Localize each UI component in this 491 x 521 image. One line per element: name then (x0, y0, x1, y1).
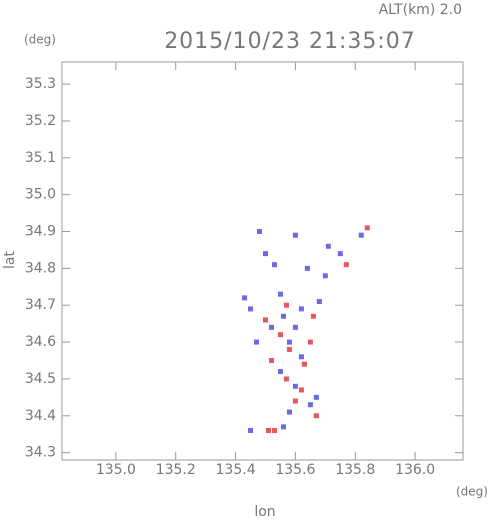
data-pixel (277, 332, 283, 338)
x-tick-label: 135.4 (216, 462, 256, 478)
data-pixel (283, 376, 289, 382)
data-pixel (254, 339, 260, 345)
data-pixel (292, 398, 298, 404)
data-pixel (364, 225, 370, 231)
data-pixel (265, 428, 271, 434)
data-pixel (268, 324, 274, 330)
data-pixel (358, 232, 364, 238)
y-tick-label: 35.1 (25, 150, 56, 166)
y-tick-label: 34.9 (25, 224, 56, 240)
data-pixel (248, 428, 254, 434)
y-tick-label: 35.0 (25, 187, 56, 203)
data-pixel (337, 251, 343, 257)
data-pixel (298, 387, 304, 393)
data-pixel (292, 383, 298, 389)
x-tick-label: 135.0 (96, 462, 136, 478)
y-tick-label: 35.3 (25, 76, 56, 92)
data-pixel (286, 339, 292, 345)
y-tick-label: 34.7 (25, 297, 56, 313)
data-pixel (298, 306, 304, 312)
data-pixel (313, 394, 319, 400)
data-pixel (292, 232, 298, 238)
data-pixel (343, 262, 349, 268)
data-pixel (257, 229, 263, 235)
data-pixel (322, 273, 328, 279)
chart-subtitle: ALT(km) 2.0 (379, 2, 462, 18)
data-pixel (242, 295, 248, 301)
x-tick-label: 135.2 (156, 462, 196, 478)
data-pixel (283, 302, 289, 308)
y-unit: (deg) (24, 33, 56, 47)
data-pixel (280, 313, 286, 319)
data-pixel (301, 361, 307, 367)
data-pixel (292, 324, 298, 330)
data-pixel (271, 428, 277, 434)
y-tick-label: 34.3 (25, 445, 56, 461)
data-pixel (313, 413, 319, 419)
y-tick-label: 35.2 (25, 113, 56, 129)
x-unit: (deg) (456, 485, 488, 499)
data-pixel (316, 299, 322, 305)
data-pixel (307, 402, 313, 408)
y-tick-label: 34.5 (25, 371, 56, 387)
data-pixel (277, 369, 283, 375)
y-axis-label: lat (2, 251, 18, 269)
data-pixel (298, 354, 304, 360)
data-pixel (307, 339, 313, 345)
data-pixel (271, 262, 277, 268)
data-pixel (304, 265, 310, 271)
y-tick-label: 34.4 (25, 408, 56, 424)
data-pixel (325, 243, 331, 249)
chart-title: 2015/10/23 21:35:07 (164, 29, 416, 54)
data-pixel (277, 291, 283, 297)
data-pixel (286, 409, 292, 415)
y-tick-label: 34.8 (25, 260, 56, 276)
y-tick-label: 34.6 (25, 334, 56, 350)
data-pixel (262, 251, 268, 257)
data-pixel (248, 306, 254, 312)
data-pixel (268, 358, 274, 363)
data-pixel (310, 313, 316, 319)
data-pixel (262, 317, 268, 323)
plot-frame (61, 61, 464, 461)
x-tick-label: 135.6 (275, 462, 315, 478)
data-pixel (286, 346, 292, 352)
x-tick-label: 135.8 (335, 462, 375, 478)
x-tick-label: 136.0 (395, 462, 435, 478)
data-pixel (280, 424, 286, 430)
x-axis-label: lon (254, 504, 275, 520)
